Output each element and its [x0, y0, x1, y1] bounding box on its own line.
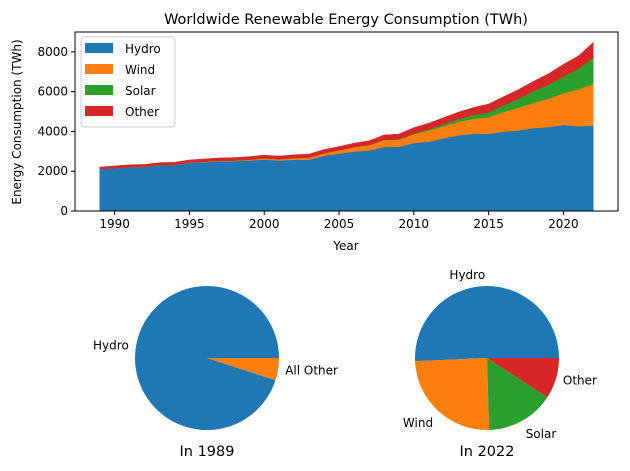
legend-box	[80, 36, 176, 128]
x-tick-label: 2010	[399, 217, 430, 231]
pie-slice-hydro	[415, 286, 559, 362]
pie-label-hydro: Hydro	[93, 339, 129, 353]
x-tick-label: 2005	[324, 217, 355, 231]
pie-label-hydro: Hydro	[449, 268, 485, 282]
pie-label-solar: Solar	[526, 427, 557, 441]
x-axis-label: Year	[332, 239, 358, 253]
pie-slice-solar	[487, 358, 548, 430]
legend-swatch-other	[85, 106, 113, 116]
plot-frame	[74, 31, 619, 212]
area-other	[99, 41, 594, 170]
pie-chart-2022: Hydro Wind Solar Other	[403, 268, 597, 441]
legend-label-hydro: Hydro	[125, 42, 161, 56]
legend-swatch-hydro	[85, 43, 113, 53]
pie-2022-title: In 2022	[460, 444, 515, 460]
y-tick-label: 0	[60, 204, 68, 218]
x-tick-label: 1990	[99, 217, 130, 231]
y-tick-label: 4000	[37, 124, 68, 138]
pie-slice-other	[487, 358, 559, 398]
y-tick-label: 2000	[37, 164, 68, 178]
area-chart: 1990 1995 2000 2005 2010 2015 2020 0 2000 4000 600…	[37, 31, 619, 231]
legend-label-wind: Wind	[125, 63, 155, 77]
pie-slice-hydro	[135, 286, 279, 431]
legend-label-other: Other	[125, 105, 159, 119]
pie-label-other: Other	[563, 374, 597, 388]
x-tick-label: 1995	[174, 217, 205, 231]
y-tick-label: 6000	[37, 85, 68, 99]
x-tick-label: 2020	[548, 217, 579, 231]
legend-label-solar: Solar	[125, 84, 156, 98]
pie-label-all-other: All Other	[285, 363, 338, 377]
x-tick-label: 2000	[249, 217, 280, 231]
pie-slice-all-other	[207, 358, 279, 381]
legend-swatch-solar	[85, 85, 113, 95]
pie-slice-wind	[415, 358, 490, 431]
pie-label-wind: Wind	[403, 416, 433, 430]
area-chart-title: Worldwide Renewable Energy Consumption (…	[164, 12, 528, 28]
x-tick-label: 2015	[473, 217, 504, 231]
y-axis-label: Energy Consumption (TWh)	[10, 39, 24, 204]
y-tick-label: 8000	[37, 45, 68, 59]
area-hydro	[99, 124, 594, 212]
pie-1989-title: In 1989	[180, 444, 235, 460]
pie-chart-1989: Hydro All Other	[93, 286, 338, 431]
legend-swatch-wind	[85, 64, 113, 74]
